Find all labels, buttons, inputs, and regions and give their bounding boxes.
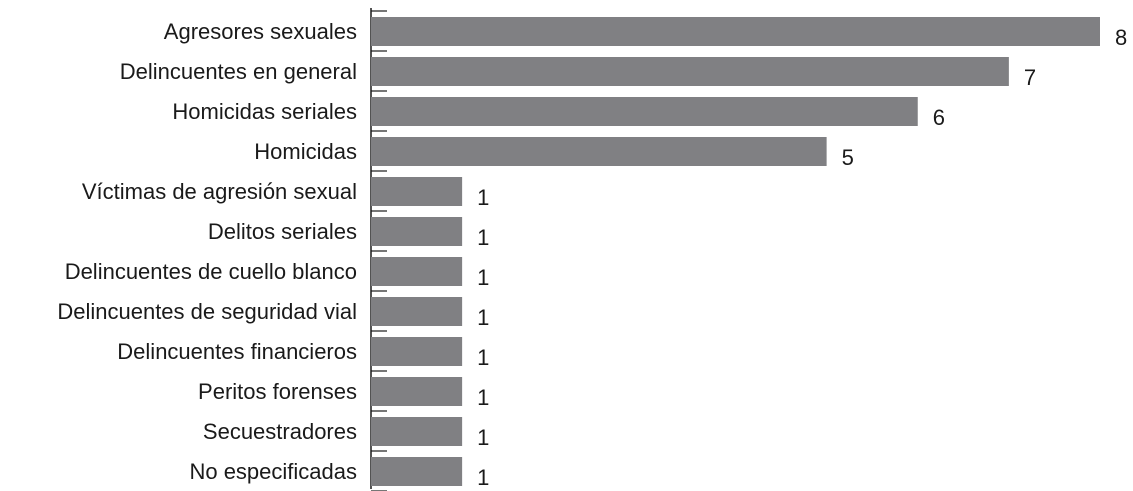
- category-label: Delitos seriales: [208, 219, 357, 244]
- category-label: Delincuentes de seguridad vial: [57, 299, 357, 324]
- value-label: 1: [477, 385, 489, 410]
- category-label: Homicidas seriales: [172, 99, 357, 124]
- category-label: Secuestradores: [203, 419, 357, 444]
- bar: [371, 297, 463, 326]
- category-label: Víctimas de agresión sexual: [82, 179, 357, 204]
- bar: [371, 17, 1100, 46]
- y-axis-ticks: [371, 10, 387, 491]
- value-label: 5: [842, 145, 854, 170]
- category-label: Peritos forenses: [198, 379, 357, 404]
- category-label: Delincuentes financieros: [117, 339, 357, 364]
- category-labels: Agresores sexuales Delincuentes en genera…: [57, 19, 357, 484]
- bars: [371, 17, 1100, 486]
- bar: [371, 377, 463, 406]
- bar: [371, 417, 463, 446]
- bar: [371, 137, 827, 166]
- value-label: 1: [477, 345, 489, 370]
- bar: [371, 257, 463, 286]
- value-labels: 8 7 6 5 1 1 1 1 1 1 1 1: [477, 25, 1127, 490]
- category-label: No especificadas: [189, 459, 357, 484]
- bar: [371, 97, 918, 126]
- bar: [371, 177, 463, 206]
- category-label: Agresores sexuales: [164, 19, 357, 44]
- value-label: 1: [477, 185, 489, 210]
- value-label: 1: [477, 305, 489, 330]
- value-label: 6: [933, 105, 945, 130]
- value-label: 1: [477, 465, 489, 490]
- category-label: Delincuentes de cuello blanco: [65, 259, 357, 284]
- bar: [371, 457, 463, 486]
- value-label: 1: [477, 265, 489, 290]
- value-label: 8: [1115, 25, 1127, 50]
- value-label: 1: [477, 225, 489, 250]
- category-label: Homicidas: [254, 139, 357, 164]
- bar: [371, 337, 463, 366]
- category-label: Delincuentes en general: [120, 59, 357, 84]
- bar: [371, 57, 1009, 86]
- bar: [371, 217, 463, 246]
- value-label: 7: [1024, 65, 1036, 90]
- value-label: 1: [477, 425, 489, 450]
